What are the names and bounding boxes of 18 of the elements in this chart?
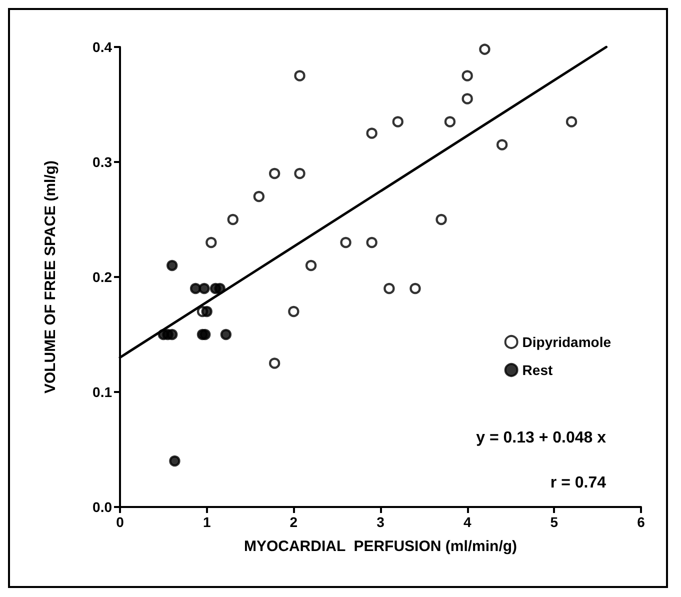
- x-tick-label: 5: [550, 514, 558, 530]
- annotation: r = 0.74: [550, 474, 606, 492]
- x-tick-label: 3: [376, 514, 385, 530]
- x-tick-label: 6: [637, 514, 646, 530]
- x-tick-label: 0: [116, 514, 124, 530]
- y-tick-label: 0.0: [92, 499, 112, 515]
- x-tick-label: 4: [463, 514, 472, 530]
- legend-label: Dipyridamole: [522, 334, 612, 350]
- y-axis-title: VOLUME OF FREE SPACE (ml/g): [42, 160, 59, 394]
- y-tick-label: 0.1: [92, 384, 112, 400]
- x-tick-label: 1: [202, 514, 211, 530]
- annotation: y = 0.13 + 0.048 x: [476, 430, 606, 446]
- legend-label: Rest: [522, 362, 553, 378]
- y-tick-label: 0.4: [92, 39, 112, 55]
- x-tick-label: 2: [290, 514, 298, 530]
- y-tick-label: 0.2: [92, 269, 112, 285]
- y-tick-label: 0.3: [92, 154, 112, 170]
- x-axis-title: MYOCARDIAL PERFUSION (ml/min/g): [244, 538, 518, 555]
